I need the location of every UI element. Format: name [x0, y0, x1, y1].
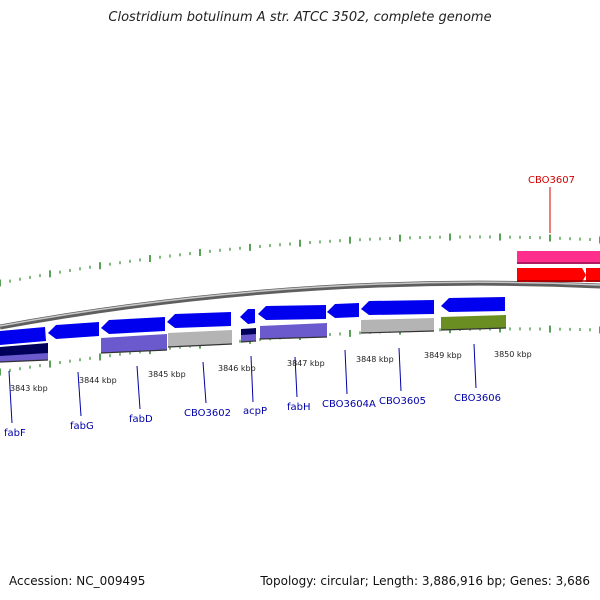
gene-label-cbo3602[interactable]: CBO3602 [184, 408, 231, 419]
kbp-label: 3848 kbp [356, 355, 394, 364]
cds-cbo3604a[interactable] [327, 303, 359, 318]
leader-cbo3604a [344, 349, 348, 395]
genome-backbone [0, 280, 600, 330]
cds-cbo3605[interactable] [361, 300, 434, 315]
gene-label-cbo3607[interactable]: CBO3607 [528, 175, 575, 186]
cds-cbo3602[interactable] [167, 312, 231, 328]
cds-fabH[interactable] [258, 305, 326, 320]
kbp-label: 3843 kbp [10, 384, 48, 393]
feature-cbo3607[interactable] [517, 251, 600, 264]
gene-label-cbo3606[interactable]: CBO3606 [454, 393, 501, 404]
cds-fabF[interactable] [0, 327, 46, 345]
cds-fabD[interactable] [101, 317, 165, 334]
gene-label-cbo3604a[interactable]: CBO3604A [322, 399, 376, 410]
cds-fabG[interactable] [48, 322, 99, 339]
leader-acpP [250, 355, 254, 403]
feature-fabH[interactable] [260, 323, 327, 339]
kbp-label: 3845 kbp [148, 370, 186, 379]
feature-cbo3605[interactable] [361, 318, 434, 333]
kbp-label: 3846 kbp [218, 364, 256, 373]
leader-cbo3605 [398, 347, 402, 392]
leader-fabG [77, 371, 82, 417]
gene-label-acpP[interactable]: acpP [243, 406, 267, 417]
feature-fabD[interactable] [101, 334, 167, 353]
gene-label-cbo3605[interactable]: CBO3605 [379, 396, 426, 407]
kbp-label: 3849 kbp [424, 351, 462, 360]
gene-label-fabD[interactable]: fabD [129, 414, 153, 425]
kbp-label: 3844 kbp [79, 376, 117, 385]
gene-label-fabF[interactable]: fabF [4, 428, 26, 439]
cds-cbo3606[interactable] [441, 297, 505, 312]
leader-fabH [294, 356, 298, 398]
cds-forward[interactable] [517, 268, 586, 282]
feature-cbo3606[interactable] [441, 315, 506, 330]
outer-tick-track [0, 233, 600, 287]
accession-text: Accession: NC_009495 [9, 574, 146, 588]
kbp-label: 3847 kbp [287, 359, 325, 368]
leader-cbo3602 [202, 361, 207, 404]
genome-stats-text: Topology: circular; Length: 3,886,916 bp… [260, 574, 590, 588]
leader-fabF [8, 370, 13, 424]
gene-label-fabH[interactable]: fabH [287, 402, 311, 413]
feature-cbo3602[interactable] [168, 330, 232, 347]
gene-label-fabG[interactable]: fabG [70, 421, 94, 432]
kbp-label: 3850 kbp [494, 350, 532, 359]
leader-cbo3606 [473, 343, 477, 389]
cds-acpP[interactable] [240, 309, 255, 324]
map-title: Clostridium botulinum A str. ATCC 3502, … [108, 10, 492, 25]
leader-fabD [136, 365, 141, 410]
